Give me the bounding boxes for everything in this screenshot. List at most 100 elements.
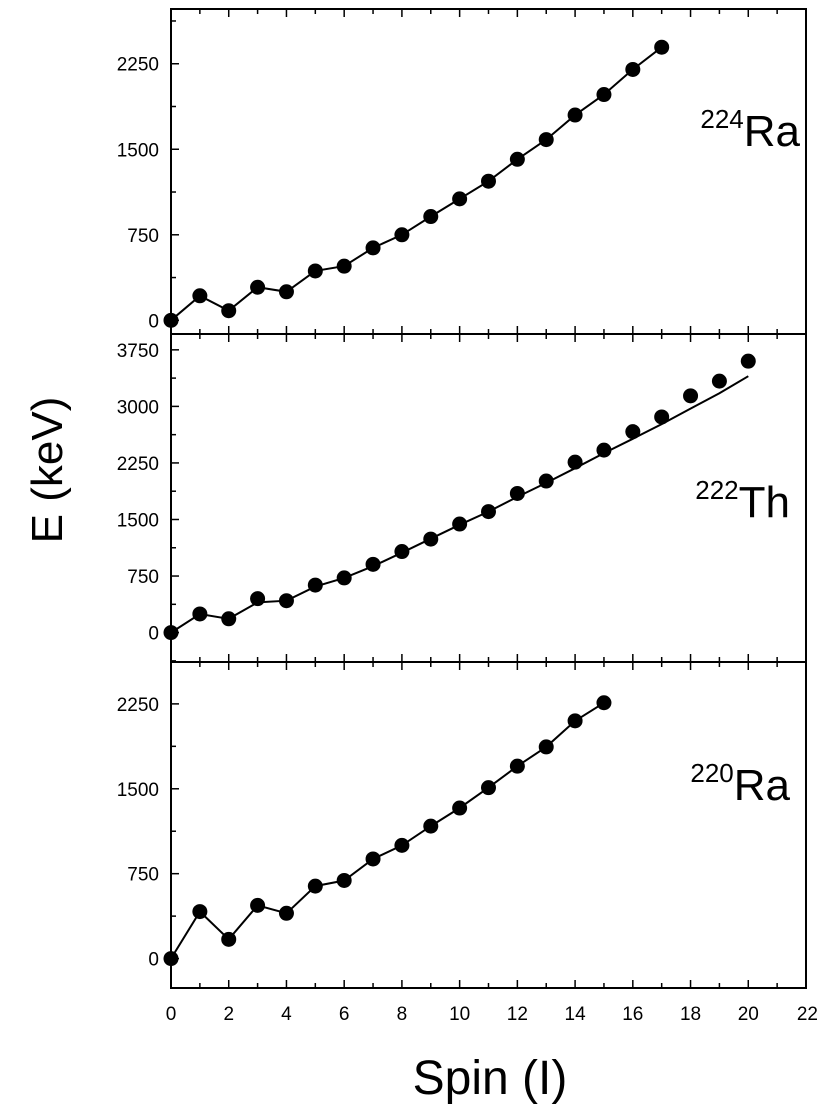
data-point [509,151,525,167]
data-point [336,872,352,888]
y-tick-label: 1500 [117,780,159,801]
data-point [567,713,583,729]
data-point [654,39,670,55]
data-point [625,61,641,77]
data-point [394,837,410,853]
data-point [365,556,381,572]
data-point [452,516,468,532]
x-axis-title: Spin (I) [413,1052,568,1105]
series-line [170,46,663,322]
data-point [481,780,496,796]
data-point [250,897,266,913]
panel-222Th: 0 750 1500 2250 3000 3750 222Th [117,333,807,663]
data-point [394,227,410,243]
data-point [740,353,756,369]
y-tick-label: 0 [148,624,159,645]
data-point [423,531,439,547]
x-tick-label: 22 [797,1004,818,1025]
y-tick-label: 750 [127,865,159,886]
data-point [163,312,179,328]
element-symbol: Th [739,478,790,527]
data-point [683,388,699,404]
element-symbol: Ra [744,107,801,156]
data-point [596,442,612,458]
data-point [538,132,554,148]
data-point [654,409,670,425]
data-point [163,951,179,967]
data-point [509,485,525,501]
x-tick-label: 14 [565,1004,587,1025]
y-tick-label: 2250 [117,695,159,716]
data-point [596,695,612,711]
data-point [163,625,179,641]
mass-number: 224 [700,104,743,134]
data-point [481,504,496,520]
mass-number: 222 [695,475,738,505]
data-point [192,606,208,622]
data-point [192,288,208,304]
data-point [307,878,323,894]
plot-frame [170,661,807,989]
x-tick-label: 18 [680,1004,701,1025]
mass-number: 220 [690,758,733,788]
x-axis: 0 2 4 6 8 10 12 14 16 18 20 22 [166,1004,818,1025]
data-point [538,473,554,489]
x-tick-label: 4 [281,1004,292,1025]
data-point [365,851,381,867]
data-point [278,284,294,300]
data-point [278,593,294,609]
data-point [336,258,352,274]
x-tick-label: 12 [507,1004,528,1025]
y-tick-label: 0 [148,311,159,332]
x-tick-label: 10 [449,1004,470,1025]
data-point [221,931,237,947]
data-point [221,611,237,627]
y-tick-label: 1500 [117,140,159,161]
data-point [250,279,266,295]
data-point [423,209,439,225]
data-point [625,424,641,440]
data-point [423,818,439,834]
panels: 075015002250224Ra07501500225030003750222… [117,8,807,989]
data-point [567,107,583,123]
element-symbol: Ra [734,761,791,810]
nucleus-label: 224Ra [700,104,800,156]
data-point [192,904,208,920]
nucleus-label: 222Th [695,475,790,527]
x-tick-label: 2 [223,1004,234,1025]
data-point [365,240,381,256]
nucleus-label: 220Ra [690,758,790,810]
y-tick-label: 3750 [117,341,159,362]
data-point [509,758,525,774]
x-tick-label: 0 [166,1004,177,1025]
data-point [596,87,612,103]
y-tick-label: 1500 [117,510,159,531]
data-point [711,373,727,389]
x-tick-label: 8 [397,1004,408,1025]
plot-frame [170,8,807,335]
data-point [278,905,294,921]
data-point [481,173,496,189]
y-tick-label: 3000 [117,397,159,418]
y-tick-label: 2250 [117,55,159,76]
data-point [538,739,554,755]
data-point [336,570,352,586]
data-point [307,577,323,593]
y-tick-label: 750 [127,226,159,247]
panel-224Ra: 0 750 1500 2250 224Ra [117,8,807,335]
data-point [452,191,468,207]
series-line [170,701,605,960]
x-tick-label: 16 [622,1004,643,1025]
y-tick-label: 0 [148,950,159,971]
data-point [394,544,410,560]
y-axis-title: E (keV) [23,397,72,544]
data-point [567,454,583,470]
x-tick-label: 6 [339,1004,350,1025]
y-tick-label: 750 [127,567,159,588]
data-point [221,303,237,319]
data-point [452,800,468,816]
y-tick-label: 2250 [117,454,159,475]
data-point [250,591,266,607]
panel-220Ra: 0 750 1500 2250 220Ra [117,661,807,989]
